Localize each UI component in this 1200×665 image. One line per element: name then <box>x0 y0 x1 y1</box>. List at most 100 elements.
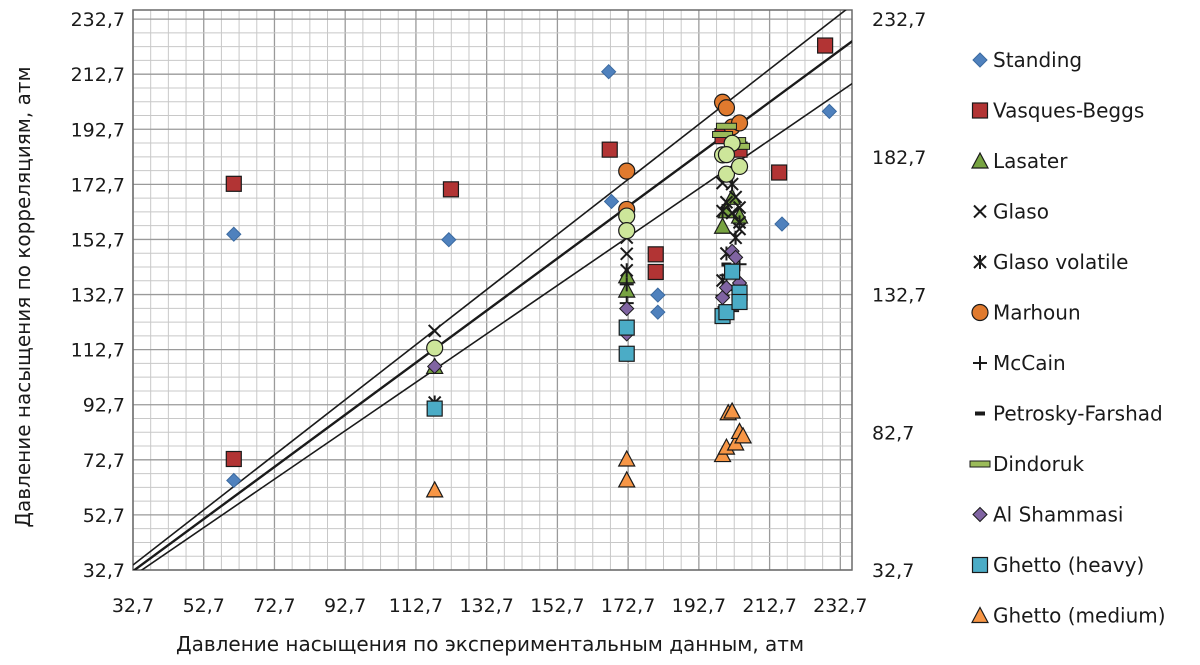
y2-tick-label: 132,7 <box>872 285 926 307</box>
plot-frame <box>132 9 853 571</box>
data-point <box>650 287 666 303</box>
legend-label: Petrosky-Farshad <box>993 402 1163 426</box>
series-ghetto-heavy- <box>426 263 748 417</box>
data-point <box>732 215 747 230</box>
legend-marker <box>973 255 987 269</box>
data-point <box>715 204 730 219</box>
legend-marker <box>971 102 989 119</box>
y-tick-label: 52,7 <box>83 505 125 527</box>
legend-item: Dindoruk <box>969 452 1084 476</box>
legend-item: Standing <box>972 48 1082 72</box>
data-point <box>620 263 634 278</box>
data-point <box>225 175 242 192</box>
data-point <box>712 131 734 139</box>
y-tick-label: 232,7 <box>71 9 125 31</box>
data-point <box>715 122 737 130</box>
data-point <box>817 37 834 54</box>
plot-grid <box>132 9 853 571</box>
data-point <box>718 304 735 321</box>
data-point <box>717 99 736 117</box>
data-point <box>650 304 666 320</box>
data-point <box>225 450 242 468</box>
y-tick-label: 112,7 <box>71 340 125 362</box>
data-point <box>617 470 636 488</box>
legend-item: Marhoun <box>971 301 1081 325</box>
data-point <box>600 63 617 80</box>
series-unnamed <box>426 134 749 357</box>
data-point <box>619 300 635 317</box>
data-point <box>730 157 749 176</box>
data-point <box>617 449 636 467</box>
legend-label: Lasater <box>993 149 1068 173</box>
data-point <box>619 277 634 292</box>
data-point <box>723 401 742 419</box>
legend-marker <box>975 411 985 416</box>
y-tick-label: 152,7 <box>71 229 125 251</box>
series-glaso <box>427 176 747 338</box>
series-ghetto-medium- <box>425 401 753 498</box>
legend-marker <box>971 556 989 574</box>
y2-tick-label: 82,7 <box>872 422 914 444</box>
x-tick-label: 212,7 <box>742 595 796 617</box>
legend-label: Standing <box>993 48 1082 72</box>
x-tick-label: 72,7 <box>253 595 295 617</box>
data-markers <box>225 37 838 498</box>
data-point <box>718 279 735 296</box>
data-point <box>821 103 838 120</box>
y2-tick-label: 182,7 <box>872 147 926 169</box>
reference-line <box>133 39 852 570</box>
legend-item: Ghetto (heavy) <box>971 553 1144 577</box>
data-point <box>647 246 664 263</box>
x-tick-label: 132,7 <box>459 595 513 617</box>
y-axis-label: Давление насыщения по корреляциям, атм <box>11 66 35 527</box>
x-tick-label: 152,7 <box>530 595 584 617</box>
legend-label: Glaso <box>993 200 1049 224</box>
data-point <box>734 426 753 444</box>
legend-label: Al Shammasi <box>993 503 1123 527</box>
legend-item: Al Shammasi <box>972 503 1123 527</box>
reference-lines <box>133 10 852 570</box>
legend-item: Glaso volatile <box>973 250 1128 274</box>
data-point <box>226 472 242 489</box>
data-point <box>603 193 620 210</box>
legend-label: Vasques-Beggs <box>993 99 1144 123</box>
x-tick-label: 112,7 <box>389 595 443 617</box>
data-point <box>724 263 741 280</box>
legend-item: Vasques-Beggs <box>971 99 1144 123</box>
y-tick-label: 212,7 <box>71 64 125 86</box>
data-point <box>226 226 242 242</box>
legend-marker <box>972 52 988 68</box>
legend-marker <box>969 460 991 468</box>
data-point <box>618 319 635 336</box>
legend-item: Glaso <box>973 200 1049 224</box>
legend-marker <box>973 356 987 370</box>
x-tick-label: 192,7 <box>672 595 726 617</box>
data-point <box>618 345 635 362</box>
legend-marker <box>972 506 988 523</box>
legend-marker <box>971 303 989 322</box>
data-point <box>728 190 743 204</box>
y-tick-label: 172,7 <box>71 174 125 196</box>
x-tick-label: 172,7 <box>601 595 655 617</box>
legend-label: Ghetto (heavy) <box>993 553 1144 577</box>
legend: Standing Vasques-Beggs Lasater Glaso Glaso v… <box>969 48 1166 628</box>
legend-marker <box>971 606 989 624</box>
axes: 32,7 52,7 72,7 92,7 112,7 132,7 152,7 172,7 192,… <box>71 9 927 617</box>
y-tick-label: 92,7 <box>83 395 125 417</box>
y-tick-label: 132,7 <box>71 285 125 307</box>
data-point <box>771 164 788 181</box>
data-point <box>618 222 636 240</box>
y-tick-label: 72,7 <box>83 450 125 472</box>
data-point <box>426 339 444 357</box>
legend-label: Glaso volatile <box>993 250 1128 274</box>
data-point <box>774 216 790 232</box>
legend-item: Lasater <box>971 149 1068 173</box>
data-point <box>713 216 732 234</box>
data-point <box>441 232 457 248</box>
legend-item: Ghetto (medium) <box>971 604 1166 628</box>
data-point <box>618 207 636 225</box>
data-point <box>601 141 618 158</box>
legend-item: Petrosky-Farshad <box>975 402 1163 426</box>
y-tick-label: 32,7 <box>83 560 125 582</box>
data-point <box>427 324 442 338</box>
